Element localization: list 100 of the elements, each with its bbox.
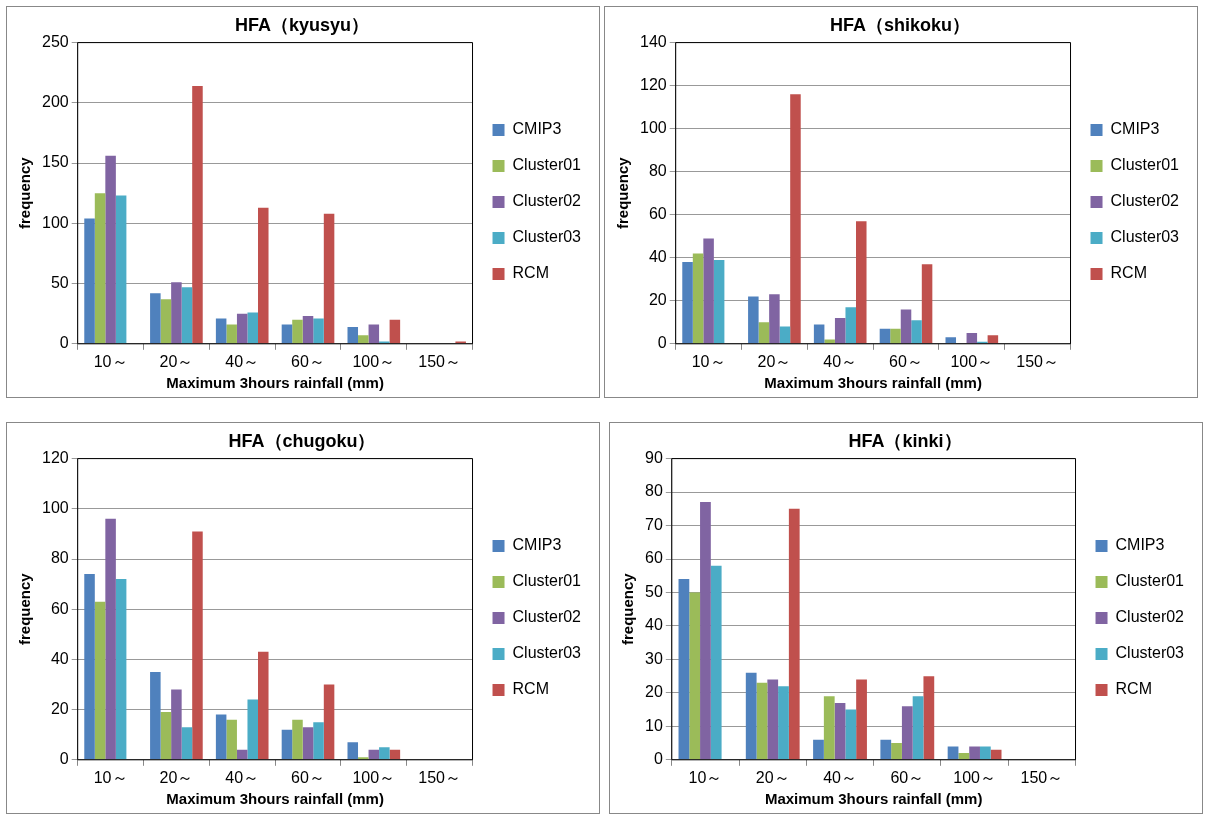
x-tick-label: 10～: [93, 352, 128, 370]
bar: [713, 259, 725, 344]
bar: [181, 287, 193, 344]
bar: [700, 502, 711, 760]
bar: [756, 682, 768, 760]
legend-label: RCM: [512, 680, 549, 698]
bar: [313, 318, 324, 344]
y-axis-title: frequency: [619, 572, 637, 646]
chart-title: HFA（kyusyu）: [234, 14, 370, 35]
bar: [891, 743, 902, 760]
y-tick-label: 60: [648, 205, 667, 223]
bar: [302, 316, 314, 344]
bar: [94, 193, 106, 344]
bar: [969, 746, 980, 760]
bar: [358, 757, 369, 760]
x-axis-title: Maximum 3hours rainfall (mm): [764, 374, 982, 392]
bar: [767, 679, 779, 760]
bar: [171, 282, 182, 344]
bar: [379, 747, 390, 760]
bar: [389, 319, 401, 344]
bar: [160, 712, 172, 760]
legend-label: Cluster02: [512, 192, 582, 210]
bar: [281, 324, 293, 344]
bar: [823, 696, 835, 760]
bar: [845, 709, 857, 760]
chart-title: HFA（chugoku）: [228, 430, 376, 451]
y-tick-label: 30: [645, 649, 663, 667]
bar: [323, 684, 335, 760]
bar: [966, 333, 978, 344]
legend-label: RCM: [1115, 680, 1152, 698]
bar: [258, 207, 269, 344]
legend-label: CMIP3: [1110, 120, 1160, 138]
bar: [945, 337, 957, 344]
bar: [692, 253, 704, 344]
x-tick-label: 60～: [291, 352, 325, 370]
bar: [824, 339, 835, 344]
x-tick-label: 150～: [418, 768, 461, 786]
y-tick-label: 0: [657, 334, 667, 352]
y-tick-label: 60: [645, 549, 663, 567]
y-tick-label: 50: [50, 273, 69, 291]
bar: [247, 312, 258, 344]
bar: [192, 85, 203, 344]
x-tick-label: 20～: [755, 768, 790, 786]
bar: [389, 749, 401, 760]
x-tick-label: 10～: [93, 768, 128, 786]
bar: [890, 328, 901, 344]
bar: [94, 601, 106, 760]
y-tick-label: 20: [648, 291, 667, 309]
bar: [748, 296, 759, 344]
bar: [769, 294, 780, 344]
x-axis-title: Maximum 3hours rainfall (mm): [166, 790, 384, 808]
legend-label: Cluster01: [512, 156, 582, 174]
bar: [979, 746, 991, 760]
bar: [368, 749, 380, 760]
bar: [778, 686, 789, 760]
bar: [150, 671, 161, 760]
y-tick-label: 120: [41, 449, 69, 467]
legend-label: Cluster01: [512, 572, 582, 590]
bar: [115, 579, 127, 760]
bar: [358, 335, 369, 344]
bar: [258, 651, 269, 760]
legend-label: Cluster03: [1115, 644, 1185, 662]
bar: [226, 719, 237, 760]
chart-title: HFA（shikoku）: [829, 14, 971, 35]
x-axis-title: Maximum 3hours rainfall (mm): [764, 790, 983, 808]
x-tick-label: 150～: [418, 352, 461, 370]
bar: [845, 307, 856, 344]
legend-label: Cluster03: [512, 644, 582, 662]
y-tick-label: 40: [645, 616, 663, 634]
y-axis-title: frequency: [614, 156, 632, 230]
y-tick-label: 100: [639, 119, 667, 137]
x-tick-label: 20～: [159, 768, 194, 786]
bar: [758, 322, 770, 344]
bar: [990, 749, 1002, 760]
bar: [84, 574, 95, 760]
bar: [703, 238, 714, 344]
legend-label: Cluster01: [1110, 156, 1180, 174]
bar: [281, 729, 293, 760]
bar: [834, 702, 846, 760]
bar: [689, 592, 701, 760]
bar: [779, 326, 791, 344]
bar: [215, 318, 227, 344]
y-tick-label: 60: [50, 599, 69, 617]
bar: [323, 213, 335, 344]
y-tick-label: 100: [41, 499, 69, 517]
y-tick-label: 90: [645, 449, 663, 467]
bar: [105, 155, 116, 344]
y-tick-label: 20: [50, 700, 69, 718]
chart-title: HFA（kinki）: [848, 430, 962, 451]
bar: [813, 739, 824, 760]
bar: [236, 749, 248, 760]
bar: [682, 262, 693, 344]
bar: [236, 313, 248, 344]
y-tick-label: 100: [41, 213, 69, 231]
x-tick-label: 100～: [352, 768, 396, 786]
y-tick-label: 80: [648, 162, 667, 180]
bar: [790, 94, 801, 344]
y-tick-label: 70: [645, 515, 663, 533]
y-axis-title: frequency: [16, 572, 34, 646]
y-tick-label: 80: [50, 549, 69, 567]
